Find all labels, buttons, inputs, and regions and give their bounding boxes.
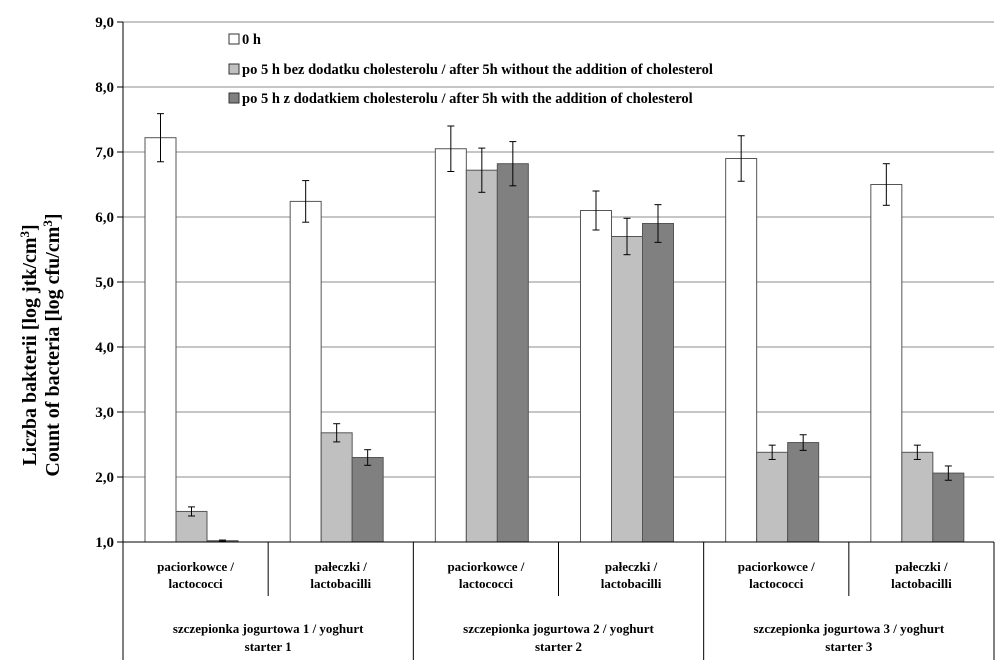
bar bbox=[351, 457, 384, 543]
bars bbox=[144, 137, 965, 543]
gridlines bbox=[123, 21, 994, 478]
group-label: starter 2 bbox=[535, 639, 582, 654]
legend-label: po 5 h bez dodatku cholesterolu / after … bbox=[242, 62, 713, 78]
legend-swatch bbox=[228, 92, 240, 104]
category-label: pałeczki / bbox=[605, 559, 658, 574]
group-label: starter 3 bbox=[825, 639, 873, 654]
y-tick-label: 1,0 bbox=[95, 535, 114, 551]
bar bbox=[901, 451, 934, 543]
category-label: lactococci bbox=[749, 576, 804, 591]
bar bbox=[756, 451, 789, 543]
category-label: paciorkowce / bbox=[738, 559, 815, 574]
legend-label: 0 h bbox=[242, 32, 261, 48]
bar bbox=[496, 163, 529, 543]
legend-swatch bbox=[228, 63, 240, 75]
legend-label: po 5 h z dodatkiem cholesterolu / after … bbox=[242, 91, 693, 107]
bar bbox=[870, 184, 903, 543]
category-label: paciorkowce / bbox=[447, 559, 524, 574]
bar bbox=[465, 169, 498, 543]
error-bars bbox=[157, 113, 952, 542]
bar bbox=[434, 148, 467, 543]
y-axis-label-line2: Count of bacteria [log cfu/cm3] bbox=[40, 213, 64, 476]
category-label: lactobacilli bbox=[310, 576, 371, 591]
group-labels: szczepionka jogurtowa 1 / yoghurt starter… bbox=[122, 596, 995, 660]
category-label: lactobacilli bbox=[601, 576, 662, 591]
category-label: pałeczki / bbox=[315, 559, 368, 574]
category-label: paciorkowce / bbox=[157, 559, 234, 574]
category-labels: paciorkowce / lactococci pałeczki / lactoba… bbox=[122, 542, 995, 596]
bar bbox=[580, 210, 612, 543]
y-tick-labels: 1,0 2,0 3,0 4,0 5,0 6,0 7,0 8,0 9,0 bbox=[95, 15, 123, 551]
group-label: szczepionka jogurtowa 2 / yoghurt bbox=[463, 621, 654, 636]
y-tick-label: 9,0 bbox=[95, 15, 114, 31]
y-tick-label: 5,0 bbox=[95, 275, 114, 291]
legend: 0 h po 5 h bez dodatku cholesterolu / aft… bbox=[228, 32, 713, 107]
bar bbox=[320, 432, 353, 543]
category-label: pałeczki / bbox=[895, 559, 948, 574]
bar bbox=[642, 223, 674, 543]
y-tick-label: 6,0 bbox=[95, 210, 114, 226]
y-tick-label: 2,0 bbox=[95, 470, 114, 486]
y-tick-label: 3,0 bbox=[95, 405, 114, 421]
y-axis-label: Liczba bakterii [log jtk/cm3] Count of b… bbox=[17, 213, 64, 476]
bar bbox=[175, 510, 208, 543]
category-label: lactococci bbox=[169, 576, 224, 591]
category-label: lactobacilli bbox=[891, 576, 952, 591]
group-label: szczepionka jogurtowa 3 / yoghurt bbox=[753, 621, 944, 636]
legend-swatch bbox=[228, 33, 240, 45]
bar bbox=[611, 236, 643, 543]
group-label: starter 1 bbox=[245, 639, 292, 654]
group-label: szczepionka jogurtowa 1 / yoghurt bbox=[173, 621, 364, 636]
bar bbox=[725, 158, 758, 543]
bar bbox=[932, 472, 965, 543]
y-axis-label-line1: Liczba bakterii [log jtk/cm3] bbox=[17, 224, 41, 465]
bar bbox=[289, 200, 322, 543]
y-tick-label: 4,0 bbox=[95, 340, 114, 356]
y-tick-label: 8,0 bbox=[95, 80, 114, 96]
category-label: lactococci bbox=[459, 576, 514, 591]
y-tick-label: 7,0 bbox=[95, 145, 114, 161]
bar bbox=[787, 442, 820, 543]
bar bbox=[144, 137, 177, 543]
